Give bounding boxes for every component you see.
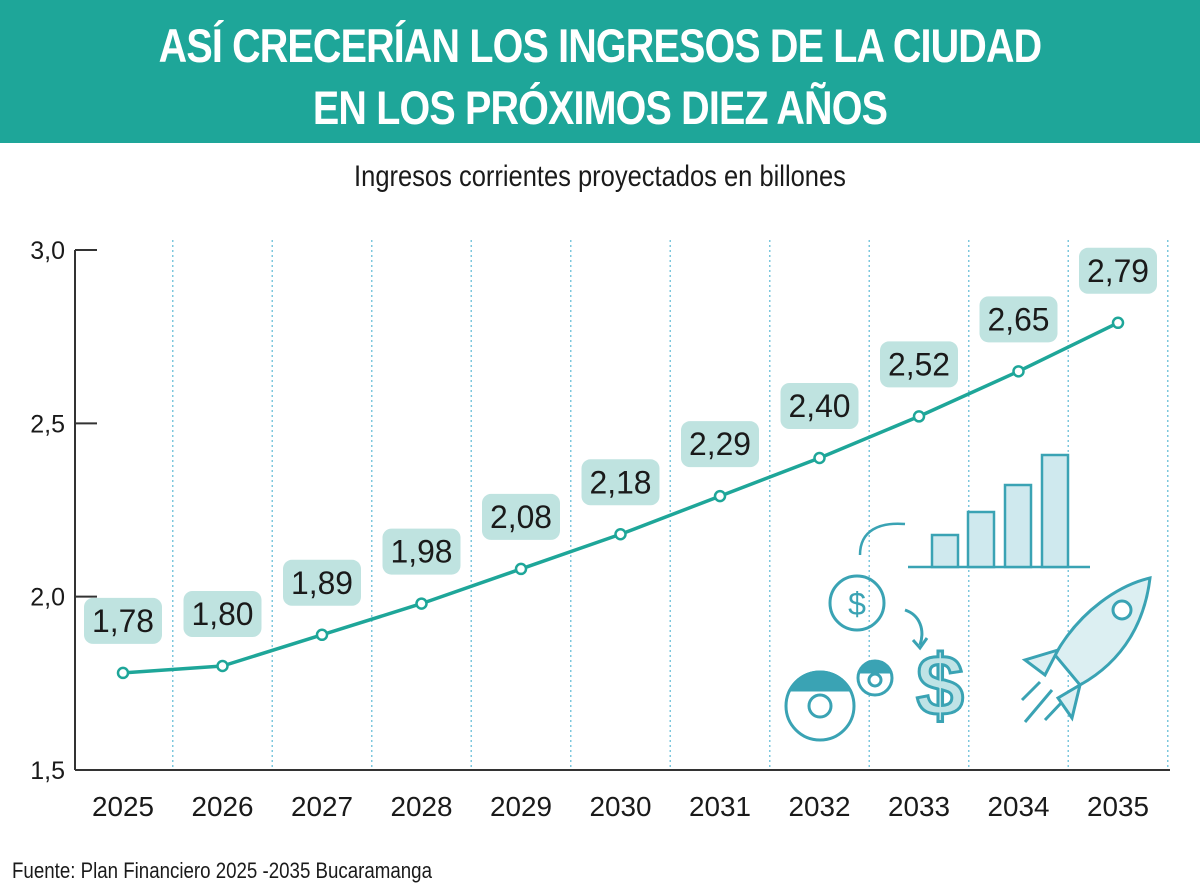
data-label: 2,65: [988, 301, 1050, 337]
data-label-box: [382, 528, 461, 575]
data-label-box: [581, 459, 660, 506]
x-tick-label: 2026: [192, 791, 254, 822]
data-label: 2,40: [789, 388, 851, 424]
data-label: 1,78: [92, 603, 154, 639]
x-tick-label: 2032: [789, 791, 851, 822]
decorative-illustration: $ $: [784, 453, 1152, 742]
data-label-box: [681, 421, 759, 468]
data-label: 2,08: [490, 499, 552, 535]
bar-chart-icon: [858, 453, 1090, 569]
data-point: [116, 666, 130, 680]
x-tick-label: 2028: [391, 791, 453, 822]
svg-text:$: $: [916, 638, 964, 734]
header-title-line2: EN LOS PRÓXIMOS DIEZ AÑOS: [312, 81, 888, 134]
x-tick-label: 2025: [92, 791, 154, 822]
y-tick-label: 2,5: [30, 410, 65, 438]
data-point: [514, 562, 528, 576]
data-point: [1012, 365, 1025, 378]
data-label-box: [979, 296, 1058, 343]
source-note: Fuente: Plan Financiero 2025 -2035 Bucar…: [12, 858, 432, 883]
data-label: 2,29: [689, 426, 751, 462]
data-point: [216, 659, 229, 673]
data-point: [713, 489, 727, 503]
data-point: [614, 528, 627, 541]
data-labels: 1,78 1,80 1,89 1,98 2,08 2,18 2,29 2,40 2,52 2,65…: [84, 247, 1157, 644]
series-line: [116, 316, 1125, 680]
data-label-box: [84, 597, 162, 644]
x-tick-label: 2030: [590, 791, 652, 822]
dollar-icon: $: [915, 637, 966, 736]
data-point: [415, 597, 428, 610]
gear-icon: [784, 659, 894, 742]
header-banner: ASÍ CRECERÍAN LOS INGRESOS DE LA CIUDAD …: [0, 0, 1200, 143]
y-tick-label: 3,0: [30, 237, 65, 265]
data-label: 2,79: [1087, 253, 1149, 289]
y-axis: 1,5 2,0 2,5 3,0: [30, 237, 1170, 785]
data-point: [1111, 316, 1125, 330]
y-tick-label: 2,0: [30, 584, 65, 612]
header-title-line1: ASÍ CRECERÍAN LOS INGRESOS DE LA CIUDAD: [158, 19, 1043, 72]
data-point: [912, 410, 926, 423]
data-label-box: [183, 591, 262, 637]
data-label-box: [1079, 247, 1157, 294]
data-label-box: [482, 493, 560, 540]
data-label: 2,52: [888, 346, 950, 382]
data-label: 1,98: [391, 534, 453, 570]
x-tick-label: 2034: [988, 791, 1050, 822]
rocket-icon: [1020, 576, 1152, 723]
x-tick-label: 2035: [1087, 791, 1149, 822]
x-tick-label: 2033: [888, 791, 950, 822]
x-tick-label: 2029: [490, 791, 552, 822]
data-label-box: [283, 559, 361, 606]
x-tick-label: 2027: [291, 791, 353, 822]
data-label-box: [880, 341, 958, 388]
data-label: 1,89: [291, 565, 353, 601]
data-label-box: [780, 383, 859, 429]
data-label: 2,18: [590, 464, 652, 500]
coin-icon: $: [828, 574, 929, 651]
data-point: [813, 451, 826, 465]
chart-subtitle: Ingresos corrientes proyectados en billo…: [354, 160, 846, 193]
x-axis-labels: 2025 2026 2027 2028 2029 2030 2031 2032 2033 2034…: [92, 791, 1149, 822]
data-label: 1,80: [192, 596, 254, 632]
data-point: [315, 628, 329, 642]
x-tick-label: 2031: [689, 791, 751, 822]
y-tick-label: 1,5: [30, 757, 65, 785]
svg-text:$: $: [848, 586, 866, 622]
